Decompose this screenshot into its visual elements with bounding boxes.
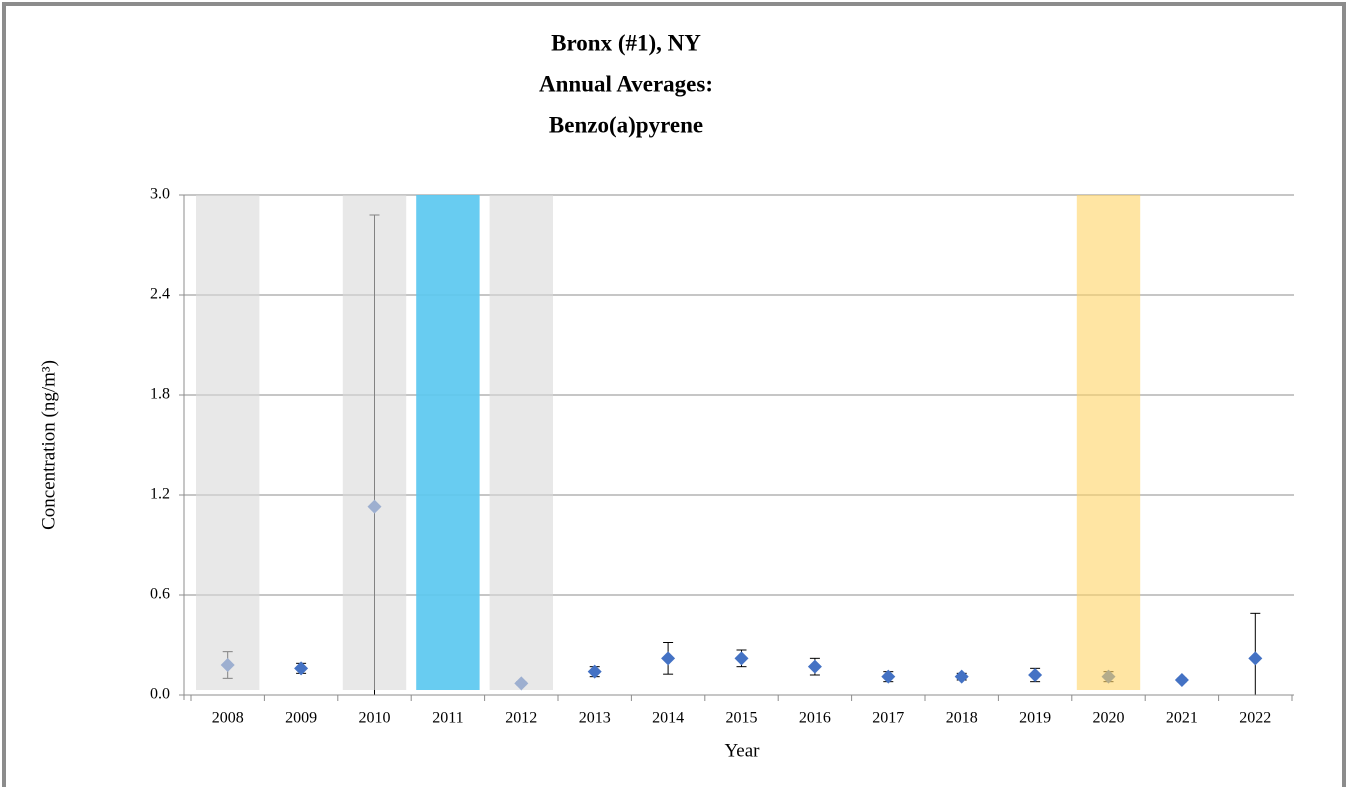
x-tick-label: 2010 — [359, 710, 391, 727]
highlight-band — [489, 195, 553, 690]
data-point — [661, 651, 676, 666]
x-tick-label: 2014 — [652, 710, 684, 727]
x-tick-label: 2008 — [212, 710, 244, 727]
data-point — [807, 659, 822, 674]
data-point — [1028, 668, 1043, 682]
highlight-band — [342, 195, 407, 690]
x-tick-label: 2021 — [1166, 710, 1198, 727]
x-tick-label: 2020 — [1093, 710, 1125, 727]
y-tick-label: 1.8 — [150, 386, 170, 403]
y-tick-label: 0.0 — [150, 686, 170, 703]
x-tick-label: 2009 — [285, 710, 317, 727]
data-point — [587, 664, 602, 679]
data-point — [1248, 651, 1263, 666]
y-tick-label: 2.4 — [150, 286, 170, 303]
data-point — [954, 669, 969, 684]
x-tick-label: 2016 — [799, 710, 831, 727]
x-axis-title: Year — [724, 740, 760, 761]
highlight-band — [1076, 195, 1141, 690]
data-point — [881, 669, 896, 684]
y-axis-title: Concentration (ng/m³) — [38, 360, 59, 530]
x-tick-label: 2013 — [579, 710, 611, 727]
highlight-band — [196, 195, 260, 690]
y-tick-label: 1.2 — [150, 486, 170, 503]
y-tick-label: 0.6 — [150, 586, 170, 603]
x-tick-label: 2012 — [505, 710, 537, 727]
highlight-band — [416, 195, 480, 690]
x-tick-label: 2019 — [1019, 710, 1051, 727]
x-tick-label: 2015 — [726, 710, 758, 727]
data-point — [1174, 673, 1189, 687]
chart-title: Bronx (#1), NY — [551, 30, 701, 55]
x-tick-label: 2017 — [872, 710, 904, 727]
chart-title: Annual Averages: — [539, 71, 713, 96]
y-tick-label: 3.0 — [150, 186, 170, 203]
data-point — [294, 661, 309, 676]
x-tick-label: 2011 — [432, 710, 463, 727]
x-tick-label: 2022 — [1239, 710, 1271, 727]
chart-title: Benzo(a)pyrene — [549, 112, 703, 137]
x-tick-label: 2018 — [946, 710, 978, 727]
data-point — [734, 651, 749, 666]
